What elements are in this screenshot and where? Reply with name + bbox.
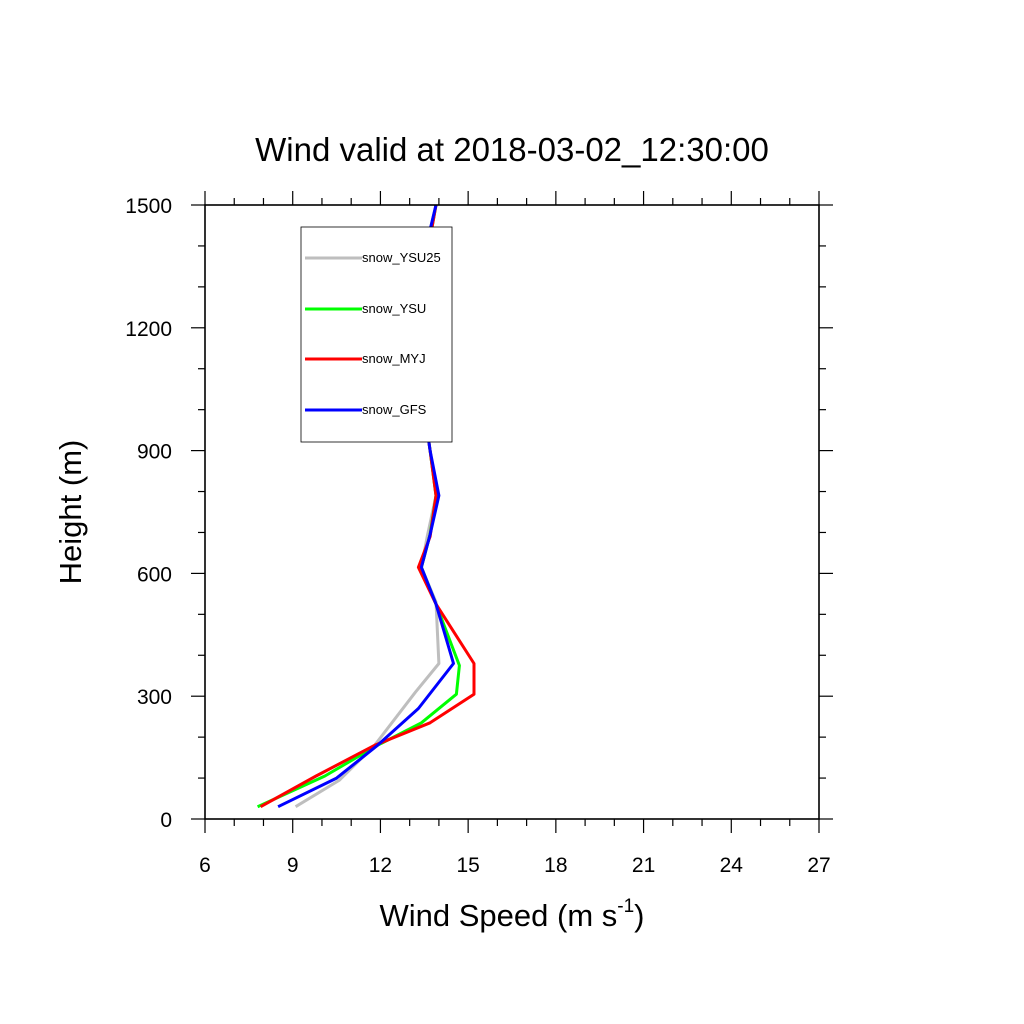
y-tick-label: 0 bbox=[160, 809, 172, 832]
y-tick-label: 300 bbox=[137, 686, 172, 709]
x-tick-label: 6 bbox=[199, 854, 211, 877]
y-axis: 0 300 600 900 1200 1500 bbox=[125, 195, 833, 832]
x-axis-label-main: Wind Speed (m s bbox=[380, 898, 618, 933]
x-tick-label: 12 bbox=[369, 854, 392, 877]
x-axis: 6 9 12 15 18 21 24 27 bbox=[199, 191, 831, 877]
y-tick-label: 600 bbox=[137, 563, 172, 586]
y-axis-label: Height (m) bbox=[53, 440, 88, 585]
x-axis-label: Wind Speed (m s-1) bbox=[380, 896, 645, 933]
x-tick-label: 15 bbox=[456, 854, 479, 877]
x-tick-label: 21 bbox=[632, 854, 655, 877]
legend-label: snow_MYJ bbox=[362, 351, 426, 366]
x-tick-label: 27 bbox=[807, 854, 830, 877]
y-tick-label: 900 bbox=[137, 441, 172, 464]
chart-title: Wind valid at 2018-03-02_12:30:00 bbox=[255, 131, 769, 168]
legend-label: snow_GFS bbox=[362, 402, 427, 417]
y-tick-label: 1200 bbox=[125, 318, 172, 341]
y-tick-label: 1500 bbox=[125, 195, 172, 218]
x-tick-label: 24 bbox=[720, 854, 744, 877]
x-axis-label-close: ) bbox=[634, 898, 644, 933]
x-axis-label-superscript: -1 bbox=[617, 896, 634, 917]
legend-label: snow_YSU25 bbox=[362, 250, 441, 265]
legend: snow_YSU25 snow_YSU snow_MYJ snow_GFS bbox=[300, 226, 453, 443]
x-tick-label: 9 bbox=[287, 854, 299, 877]
x-tick-label: 18 bbox=[544, 854, 567, 877]
legend-label: snow_YSU bbox=[362, 301, 426, 316]
legend-box bbox=[300, 226, 453, 443]
plot-frame bbox=[204, 204, 820, 820]
